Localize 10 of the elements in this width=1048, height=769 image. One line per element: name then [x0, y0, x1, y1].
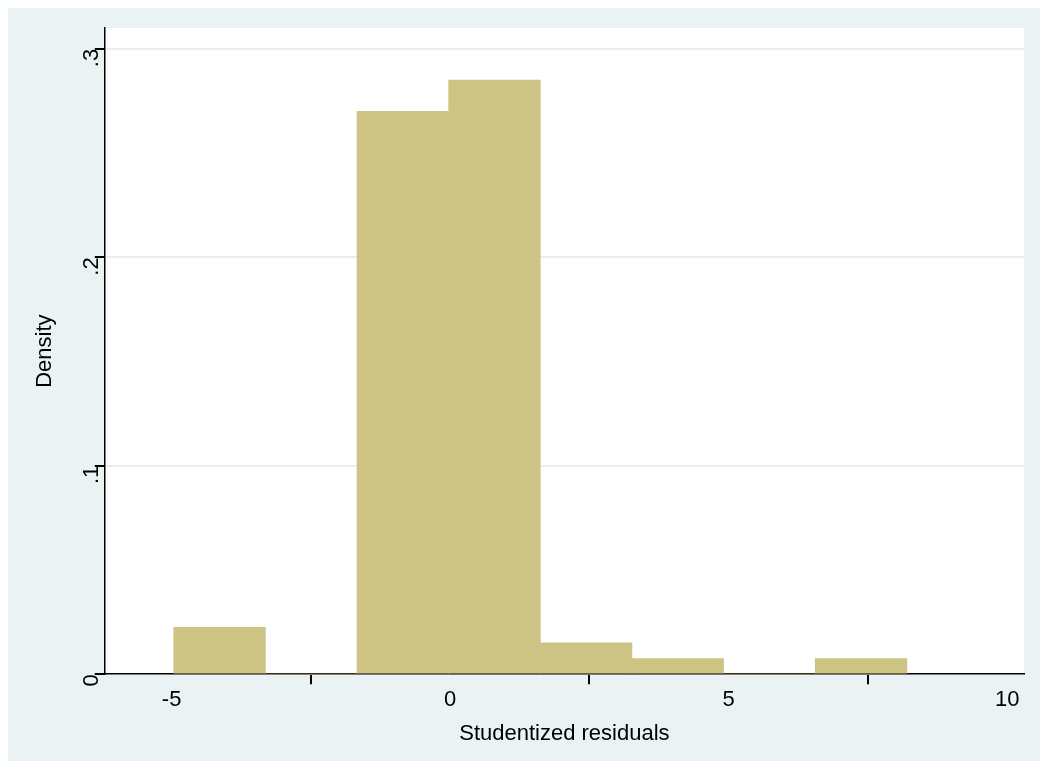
y-tick-label: .3 [77, 48, 103, 68]
x-tick-label: 5 [722, 686, 735, 712]
x-axis-title: Studentized residuals [459, 719, 670, 745]
y-tick-label: .2 [77, 257, 103, 276]
y-axis-title: Density [31, 314, 57, 388]
x-tick-label: 0 [444, 686, 457, 712]
y-tick-label: .1 [77, 465, 103, 485]
y-tick-label: 0 [77, 674, 103, 687]
x-tick-label: 10 [995, 686, 1020, 712]
x-tick-label: -5 [161, 686, 182, 712]
